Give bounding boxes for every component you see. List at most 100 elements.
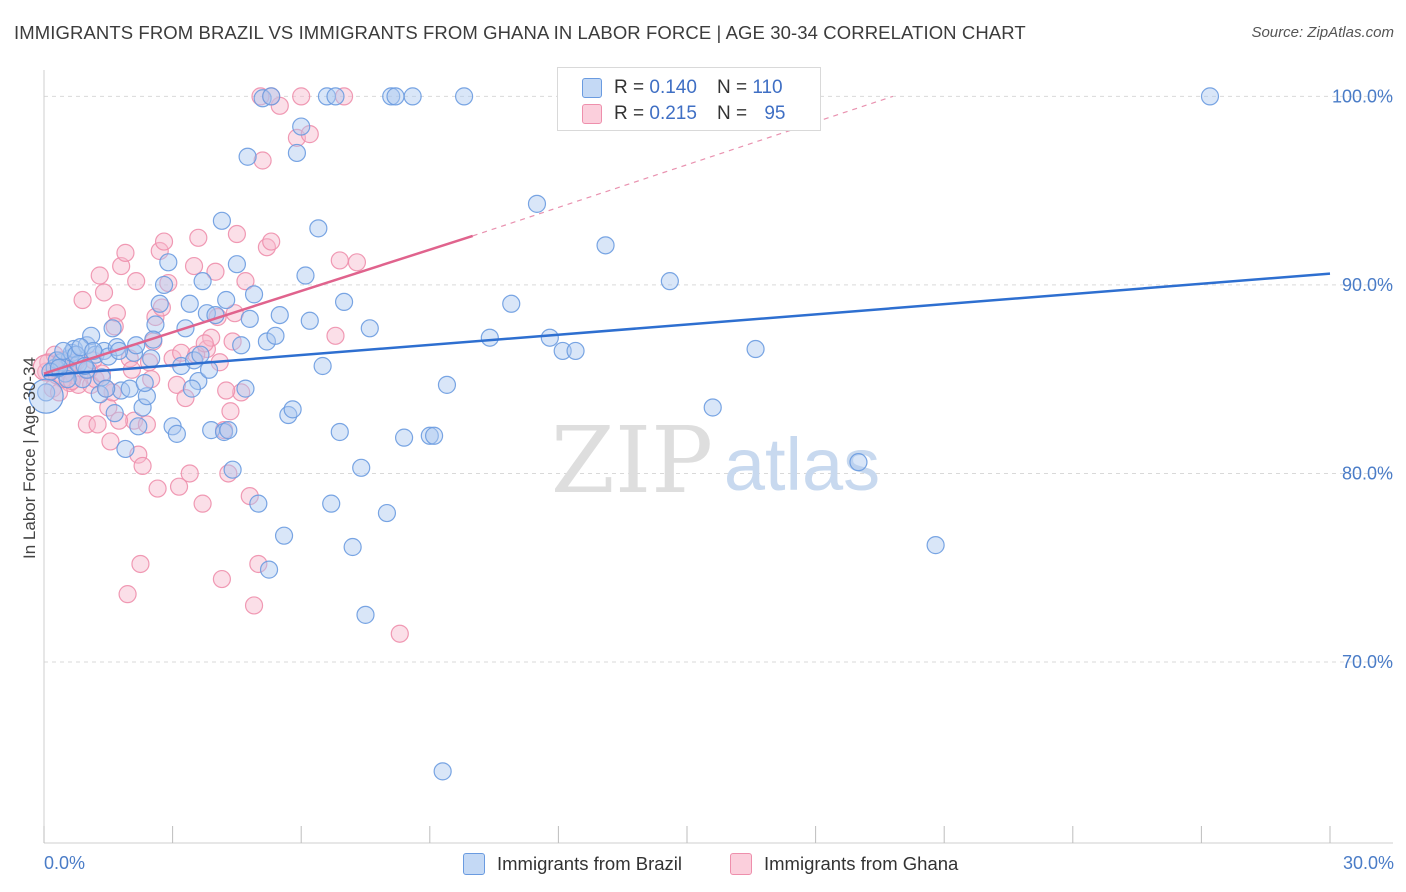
ghana-point xyxy=(77,415,96,434)
x-tick-min: 0.0% xyxy=(44,853,85,873)
brazil-point xyxy=(219,421,238,440)
brazil-point xyxy=(159,253,178,272)
ghana-point xyxy=(133,456,152,476)
brazil-point xyxy=(313,356,332,376)
ghana-point xyxy=(107,304,126,323)
brazil-point xyxy=(703,398,722,417)
brazil-point xyxy=(92,368,111,387)
brazil-point xyxy=(28,378,64,414)
brazil-point xyxy=(849,453,868,472)
brazil-point xyxy=(97,379,116,398)
trend-lines xyxy=(43,95,1331,377)
ghana-legend-label: Immigrants from Ghana xyxy=(764,853,959,874)
brazil-point xyxy=(334,292,354,311)
x-tick-max: 30.0% xyxy=(1343,853,1394,873)
brazil-point xyxy=(217,290,236,310)
ghana-trend-extension xyxy=(472,95,893,237)
brazil-point xyxy=(356,605,375,624)
ghana-swatch xyxy=(582,104,602,124)
ghana-point xyxy=(206,262,225,281)
ghana-point xyxy=(184,256,204,276)
r-label: R = xyxy=(614,103,645,124)
ghana-point xyxy=(148,479,167,498)
ghana-point xyxy=(330,251,349,270)
ghana-r-value: 0.215 xyxy=(649,103,697,124)
brazil-point xyxy=(1200,87,1220,106)
ghana-point xyxy=(154,232,174,251)
r-label: R = xyxy=(614,77,645,98)
brazil-point xyxy=(300,311,319,330)
brazil-point xyxy=(352,458,371,477)
grid-lines xyxy=(44,95,1393,663)
legend-row-brazil: R = 0.140 N = 110 xyxy=(582,76,783,100)
n-label: N = xyxy=(716,77,748,98)
brazil-point xyxy=(240,309,259,328)
brazil-point xyxy=(360,319,379,338)
brazil-point xyxy=(296,266,315,285)
brazil-point xyxy=(249,494,268,513)
ghana-point xyxy=(169,477,189,496)
ghana-point xyxy=(88,415,107,434)
brazil-point xyxy=(274,526,294,545)
ghana-point xyxy=(101,432,120,451)
brazil-point xyxy=(330,422,349,442)
ghana-point xyxy=(262,232,281,251)
ghana-point xyxy=(118,585,137,604)
brazil-point xyxy=(189,371,208,391)
brazil-point xyxy=(154,275,174,295)
y-tick-label: 80.0% xyxy=(1342,463,1393,483)
brazil-point xyxy=(73,370,92,389)
ghana-point xyxy=(347,253,367,272)
brazil-point xyxy=(287,143,307,163)
y-axis-label: In Labor Force | Age 30-34 xyxy=(20,357,39,559)
brazil-point xyxy=(193,272,212,291)
brazil-point xyxy=(180,294,199,313)
brazil-point xyxy=(150,294,169,313)
brazil-point xyxy=(103,319,122,338)
brazil-point xyxy=(82,326,101,345)
brazil-point xyxy=(596,236,615,255)
n-label: N = xyxy=(716,103,748,124)
brazil-point xyxy=(394,428,414,447)
ghana-point xyxy=(94,283,114,302)
brazil-point xyxy=(437,375,457,394)
ghana-point xyxy=(131,554,150,574)
ghana-point xyxy=(390,624,409,643)
ghana-point xyxy=(236,272,255,291)
correlation-legend: R = 0.140 N = 110 R = 0.215 N = 95 xyxy=(557,67,821,131)
brazil-point xyxy=(133,398,152,417)
source-label: Source: ZipAtlas.com xyxy=(1251,24,1394,41)
brazil-point xyxy=(167,424,186,443)
brazil-point xyxy=(262,87,281,106)
brazil-point xyxy=(566,341,585,361)
brazil-point xyxy=(527,194,547,213)
brazil-point xyxy=(227,255,246,274)
brazil-point xyxy=(105,404,124,423)
ghana-point xyxy=(217,381,236,400)
brazil-trend-line xyxy=(43,272,1331,377)
legend-row-ghana: R = 0.215 N = 95 xyxy=(582,102,785,126)
ghana-point xyxy=(292,87,311,106)
ghana-point xyxy=(227,224,246,244)
bottom-legend-brazil: Immigrants from Brazil xyxy=(463,851,682,877)
brazil-point xyxy=(746,339,765,359)
watermark-zip: ZIP xyxy=(551,407,713,514)
brazil-point xyxy=(420,426,439,445)
ghana-point xyxy=(212,569,231,589)
ghana-point xyxy=(244,596,264,615)
brazil-point xyxy=(403,87,422,106)
bottom-legend-ghana: Immigrants from Ghana xyxy=(730,851,958,877)
watermark: ZIP atlas xyxy=(551,407,880,514)
brazil-legend-label: Immigrants from Brazil xyxy=(497,853,683,874)
brazil-point xyxy=(377,503,397,523)
brazil-point xyxy=(137,387,156,406)
brazil-point xyxy=(146,315,165,334)
brazil-legend-swatch xyxy=(463,853,485,875)
brazil-point xyxy=(191,345,210,364)
chart-title: IMMIGRANTS FROM BRAZIL VS IMMIGRANTS FRO… xyxy=(14,22,1026,43)
brazil-point xyxy=(480,328,499,347)
ghana-point xyxy=(176,388,195,408)
brazil-point xyxy=(142,349,161,368)
ghana-legend-swatch xyxy=(730,853,752,875)
